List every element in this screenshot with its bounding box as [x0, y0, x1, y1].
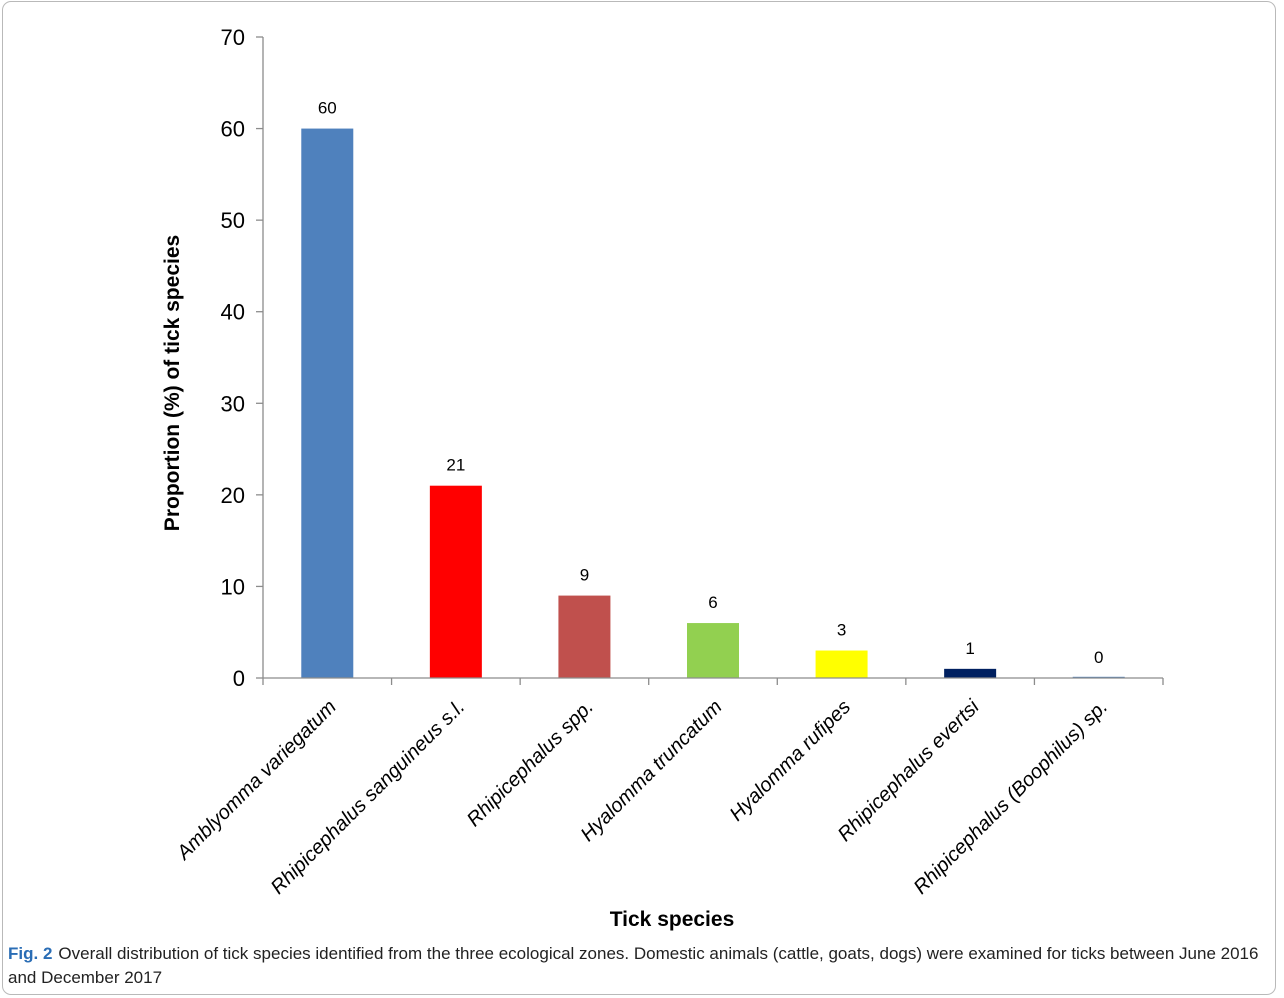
bar-value-label: 0: [1094, 648, 1103, 667]
data-labels: 60 21 9 6 3 1 0: [318, 99, 1104, 667]
y-tick-label: 0: [233, 666, 245, 691]
bars: [301, 128, 1125, 679]
figure-caption: Fig. 2 Overall distribution of tick speci…: [8, 942, 1280, 990]
bar-value-label: 60: [318, 99, 337, 118]
bar: [815, 650, 868, 678]
caption-text: Overall distribution of tick species ide…: [8, 944, 1259, 987]
y-tick-label: 10: [221, 574, 245, 599]
bar-value-label: 3: [837, 621, 846, 640]
y-tick-label: 40: [221, 300, 245, 325]
bar: [558, 595, 611, 678]
bar: [429, 485, 482, 678]
y-tick-label: 60: [221, 117, 245, 142]
y-tick-label: 20: [221, 483, 245, 508]
bar-value-label: 21: [446, 456, 465, 475]
y-axis-ticks: 0 10 20 30 40 50 60 70: [221, 25, 263, 691]
x-axis-title: Tick species: [610, 908, 735, 931]
bar: [944, 668, 997, 678]
bar-value-label: 1: [965, 639, 974, 658]
caption-label: Fig. 2: [8, 944, 53, 963]
y-tick-label: 30: [221, 391, 245, 416]
y-tick-label: 70: [221, 25, 245, 50]
x-axis-ticks: [262, 678, 1164, 685]
bar: [687, 623, 739, 678]
y-axis-title: Proportion (%) of tick species: [161, 235, 184, 531]
bar-value-label: 9: [580, 566, 589, 585]
bar: [301, 128, 354, 679]
bar-value-label: 6: [708, 593, 717, 612]
x-category-label: Rhipicephalus evertsi: [834, 696, 984, 846]
x-category-label: Rhipicephalus spp.: [463, 696, 598, 831]
y-tick-label: 50: [221, 208, 245, 233]
x-category-label: Hyalomma rufipes: [726, 696, 856, 826]
x-category-label: Hyalomma truncatum: [577, 696, 727, 846]
